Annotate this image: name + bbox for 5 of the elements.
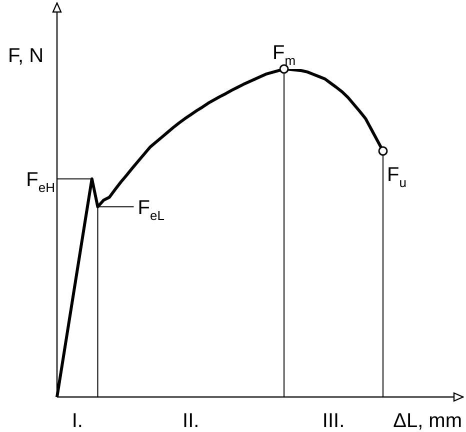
x-axis-title: ΔL, mm	[393, 410, 462, 432]
text: III.	[322, 410, 345, 432]
y-axis-title: F, N	[8, 45, 44, 67]
text: II.	[182, 410, 200, 432]
text: I.	[72, 410, 83, 432]
